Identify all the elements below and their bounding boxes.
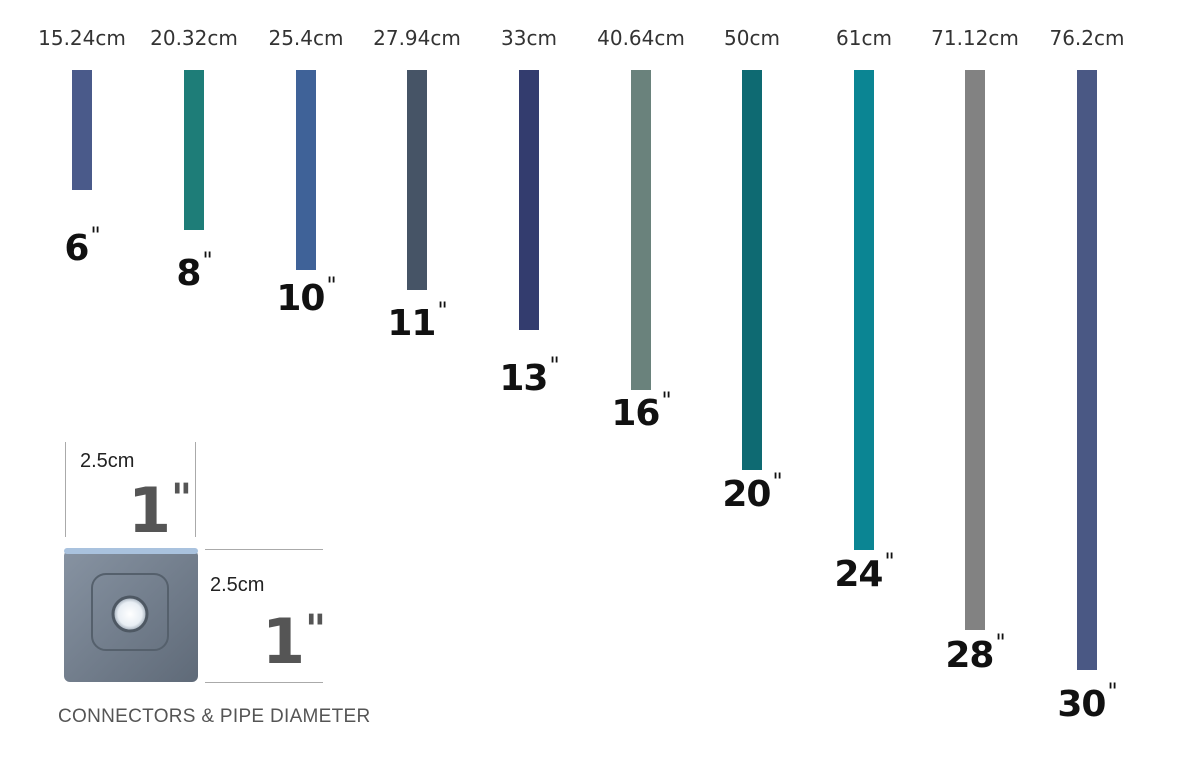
height-dimension-top-line xyxy=(205,549,323,550)
connector-height-cm: 2.5cm xyxy=(210,574,265,596)
pipe-bar xyxy=(407,70,427,290)
pipe-inch-value: 10 xyxy=(276,278,325,319)
pipe-cm-label: 40.64cm xyxy=(597,26,685,50)
inch-mark: " xyxy=(1107,680,1117,705)
inch-mark: " xyxy=(772,470,782,495)
connector-recess xyxy=(91,573,169,651)
pipe-inch-value: 24 xyxy=(834,554,883,595)
pipe-inch-value: 20 xyxy=(722,474,771,515)
pipe-cm-label: 33cm xyxy=(501,26,557,50)
inch-mark: " xyxy=(437,299,447,324)
pipe-bar xyxy=(742,70,762,470)
pipe-inch-label: 20" xyxy=(692,470,812,515)
inch-mark: " xyxy=(884,550,894,575)
connector-width-inches: 1" xyxy=(128,474,192,547)
inch-mark: " xyxy=(661,389,671,414)
connector-width-inches-value: 1 xyxy=(128,474,171,547)
caption: CONNECTORS & PIPE DIAMETER xyxy=(58,706,371,727)
width-dimension-right-line xyxy=(195,442,196,537)
pipe-cm-label: 71.12cm xyxy=(931,26,1019,50)
pipe-inch-value: 30 xyxy=(1057,684,1106,725)
width-dimension-left-line xyxy=(65,442,66,537)
pipe-cm-label: 27.94cm xyxy=(373,26,461,50)
pipe-cm-label: 76.2cm xyxy=(1049,26,1125,50)
connector-top-edge xyxy=(64,548,198,554)
pipe-bar xyxy=(631,70,651,390)
pipe-bar xyxy=(296,70,316,270)
connector-height-inches: 1" xyxy=(262,605,326,678)
inch-mark: " xyxy=(171,476,192,522)
connector-height-inches-value: 1 xyxy=(262,605,305,678)
pipe-inch-label: 6" xyxy=(22,224,142,269)
pipe-inch-value: 16 xyxy=(611,393,660,434)
pipe-cm-label: 15.24cm xyxy=(38,26,126,50)
connector-block xyxy=(64,548,198,682)
pipe-inch-label: 10" xyxy=(246,274,366,319)
pipe-cm-label: 25.4cm xyxy=(268,26,344,50)
pipe-inch-value: 6 xyxy=(64,228,89,269)
pipe-bar xyxy=(72,70,92,190)
pipe-cm-label: 61cm xyxy=(836,26,892,50)
inch-mark: " xyxy=(549,354,559,379)
pipe-bar xyxy=(519,70,539,330)
connector-hole xyxy=(111,595,149,633)
pipe-inch-label: 30" xyxy=(1027,680,1147,725)
pipe-bar xyxy=(854,70,874,550)
pipe-inch-label: 28" xyxy=(915,631,1035,676)
pipe-cm-label: 50cm xyxy=(724,26,780,50)
pipe-bar xyxy=(184,70,204,230)
inch-mark: " xyxy=(202,249,212,274)
inch-mark: " xyxy=(90,224,100,249)
pipe-inch-value: 28 xyxy=(945,635,994,676)
pipe-bar xyxy=(965,70,985,630)
pipe-inch-value: 11 xyxy=(387,303,436,344)
pipe-bar xyxy=(1077,70,1097,670)
pipe-inch-label: 24" xyxy=(804,550,924,595)
pipe-inch-label: 8" xyxy=(134,249,254,294)
height-dimension-bottom-line xyxy=(205,682,323,683)
inch-mark: " xyxy=(995,631,1005,656)
inch-mark: " xyxy=(326,274,336,299)
connector-width-cm: 2.5cm xyxy=(80,450,135,472)
pipe-inch-value: 13 xyxy=(499,358,548,399)
inch-mark: " xyxy=(305,607,326,653)
pipe-inch-label: 16" xyxy=(581,389,701,434)
pipe-cm-label: 20.32cm xyxy=(150,26,238,50)
pipe-inch-label: 11" xyxy=(357,299,477,344)
pipe-inch-label: 13" xyxy=(469,354,589,399)
pipe-inch-value: 8 xyxy=(176,253,201,294)
